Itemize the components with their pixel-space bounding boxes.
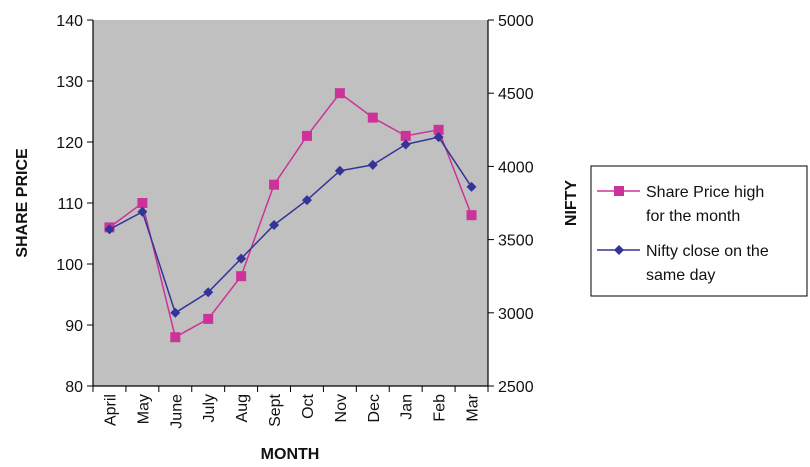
- left-tick-label: 140: [56, 13, 83, 30]
- legend-nifty-label-1: Nifty close on the: [646, 243, 769, 260]
- x-tick-label: Sept: [267, 393, 284, 426]
- right-tick-label: 3500: [498, 233, 534, 250]
- x-tick-label: Oct: [300, 393, 317, 418]
- legend-share-price-marker: [614, 186, 624, 196]
- x-tick-label: Mar: [465, 393, 482, 421]
- x-tick-label: June: [168, 394, 185, 429]
- y-axis-left-title: SHARE PRICE: [14, 148, 31, 258]
- right-tick-label: 5000: [498, 13, 534, 30]
- nifty-point: [334, 165, 345, 176]
- nifty-point: [137, 206, 148, 217]
- right-tick-label: 3000: [498, 306, 534, 323]
- share-price-point: [203, 313, 214, 324]
- series-line-1: [109, 136, 473, 314]
- right-tick-label: 4500: [498, 86, 534, 103]
- series-layer: [104, 88, 477, 343]
- share-price-point: [301, 130, 312, 141]
- legend-item-share-price: Share Price high for the month: [597, 184, 764, 225]
- x-tick-label: Jan: [399, 394, 416, 420]
- x-tick-label: Aug: [234, 394, 251, 422]
- x-tick-label: Nov: [333, 394, 350, 422]
- share-price-point: [269, 179, 280, 190]
- share-price-point: [236, 271, 247, 282]
- legend-item-nifty: Nifty close on the same day: [597, 243, 769, 284]
- share-price-point: [466, 210, 477, 221]
- nifty-point: [301, 195, 312, 206]
- left-axis: 80 90 100 110 120 130 140: [56, 13, 93, 396]
- right-tick-label: 4000: [498, 159, 534, 176]
- x-tick-label: July: [201, 394, 218, 422]
- left-tick-label: 100: [56, 257, 83, 274]
- x-tick-label: Dec: [366, 394, 383, 422]
- share-price-point: [367, 112, 378, 123]
- plot-area: [93, 20, 488, 386]
- share-price-point: [137, 198, 148, 208]
- x-axis-title: MONTH: [261, 446, 320, 463]
- left-tick-label: 90: [65, 318, 83, 335]
- left-tick-label: 120: [56, 135, 83, 152]
- legend-box: [590, 165, 808, 297]
- legend-nifty-marker: [614, 245, 624, 255]
- x-tick-label: May: [135, 394, 152, 424]
- series-line-0: [109, 92, 473, 339]
- x-tick-label: Feb: [432, 394, 449, 422]
- right-axis: 2500 3000 3500 4000 4500 5000: [488, 13, 534, 396]
- y-axis-right-title: NIFTY: [563, 180, 580, 227]
- nifty-point: [400, 139, 411, 150]
- nifty-point: [367, 159, 378, 170]
- nifty-point: [236, 253, 247, 264]
- share-price-point: [433, 124, 444, 135]
- left-tick-label: 130: [56, 74, 83, 91]
- nifty-point: [466, 181, 477, 192]
- nifty-point: [104, 224, 115, 235]
- x-axis: April May June July Aug Sept Oct Nov Dec Jan Feb Ma…: [92, 386, 489, 429]
- share-price-point: [170, 332, 181, 343]
- legend-share-price-label-2: for the month: [646, 208, 740, 225]
- nifty-point: [203, 287, 214, 298]
- nifty-point: [170, 307, 181, 318]
- nifty-point: [269, 219, 280, 230]
- share-price-point: [400, 130, 411, 141]
- right-tick-label: 2500: [498, 379, 534, 396]
- nifty-point: [433, 132, 444, 143]
- legend-share-price-label-1: Share Price high: [646, 184, 764, 201]
- legend: Share Price high for the month Nifty clo…: [590, 165, 808, 297]
- x-tick-label: April: [102, 394, 119, 426]
- left-tick-label: 80: [65, 379, 83, 396]
- legend-nifty-label-2: same day: [646, 267, 715, 284]
- left-tick-label: 110: [57, 196, 83, 213]
- share-price-point: [334, 88, 345, 99]
